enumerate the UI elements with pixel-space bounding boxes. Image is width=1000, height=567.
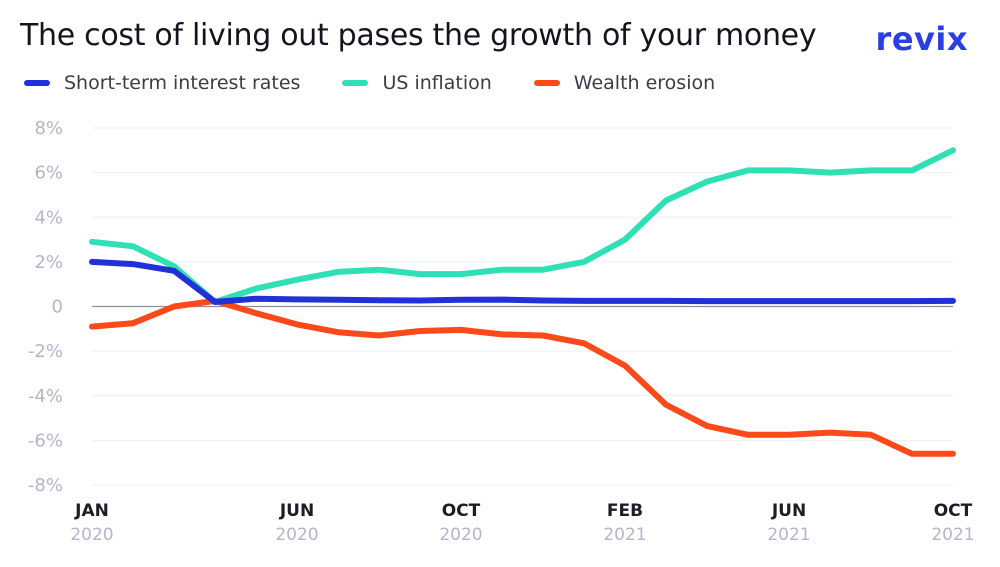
revix-logo: revix [875, 20, 968, 58]
y-tick-label: 4% [34, 207, 63, 228]
legend-swatch [533, 80, 560, 86]
legend-label: Wealth erosion [573, 72, 716, 94]
y-tick-label: 0 [52, 297, 63, 318]
legend-label: US inflation [382, 72, 492, 94]
x-tick-year: 2021 [931, 525, 974, 545]
x-tick-year: 2020 [275, 525, 318, 545]
x-tick-month: OCT [442, 501, 481, 521]
series-line-wealth-erosion [89, 297, 956, 457]
y-tick-label: 8% [34, 118, 63, 139]
y-tick-label: -8% [28, 475, 63, 496]
x-tick-month: JUN [771, 501, 806, 521]
series-line-us-inflation [89, 147, 956, 305]
y-tick-label: -6% [28, 430, 63, 451]
y-tick-label: 6% [34, 163, 63, 184]
y-tick-label: 2% [34, 252, 63, 273]
legend-label: Short-term interest rates [64, 72, 301, 94]
x-tick-year: 2020 [439, 525, 482, 545]
x-tick-month: OCT [934, 501, 973, 521]
chart-legend: Short-term interest rates US inflation W… [24, 70, 757, 96]
legend-item-us-inflation: US inflation [342, 72, 492, 94]
x-tick-month: FEB [607, 501, 643, 521]
x-tick-month: JAN [74, 501, 109, 521]
legend-swatch [24, 80, 50, 86]
legend-swatch [342, 80, 369, 86]
y-tick-label: -2% [28, 341, 63, 362]
legend-item-wealth-erosion: Wealth erosion [533, 72, 716, 94]
x-tick-year: 2020 [70, 525, 113, 545]
x-tick-year: 2021 [767, 525, 810, 545]
y-tick-label: -4% [28, 386, 63, 407]
chart-title: The cost of living out pases the growth … [20, 18, 817, 53]
series-line-short-term-interest-rates [89, 258, 956, 305]
legend-item-interest-rates: Short-term interest rates [24, 72, 300, 94]
x-tick-month: JUN [279, 501, 314, 521]
x-tick-year: 2021 [603, 525, 646, 545]
